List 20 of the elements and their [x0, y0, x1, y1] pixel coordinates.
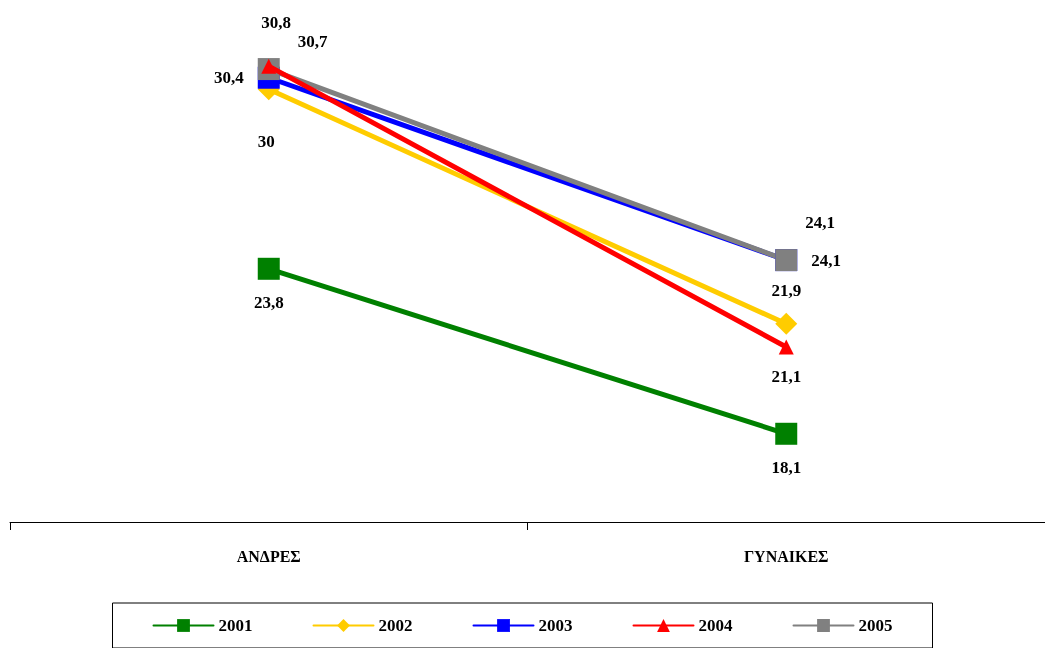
x-tick-label: ΑΝΔΡΕΣ [236, 547, 301, 565]
x-tick-label: ΓΥΝΑΙΚΕΣ [743, 547, 829, 565]
legend-label: 2005 [858, 616, 893, 635]
data-label: 30 [257, 132, 275, 152]
legend-label: 2004 [698, 616, 733, 635]
data-label: 18,1 [771, 457, 802, 477]
data-label: 24,1 [805, 213, 835, 233]
data-label: 30,4 [214, 68, 245, 88]
legend-label: 2003 [538, 616, 573, 635]
legend-label: 2001 [218, 616, 253, 635]
point [775, 312, 798, 335]
data-label: 23,8 [253, 292, 284, 312]
data-label: 24,1 [811, 250, 841, 270]
data-label: 30,8 [261, 12, 291, 32]
data-label: 30,7 [297, 32, 328, 52]
data-label: 21,9 [771, 280, 802, 300]
point [775, 422, 798, 445]
data-label: 21,1 [771, 367, 802, 387]
legend-label: 2002 [378, 616, 413, 635]
point [257, 257, 280, 280]
